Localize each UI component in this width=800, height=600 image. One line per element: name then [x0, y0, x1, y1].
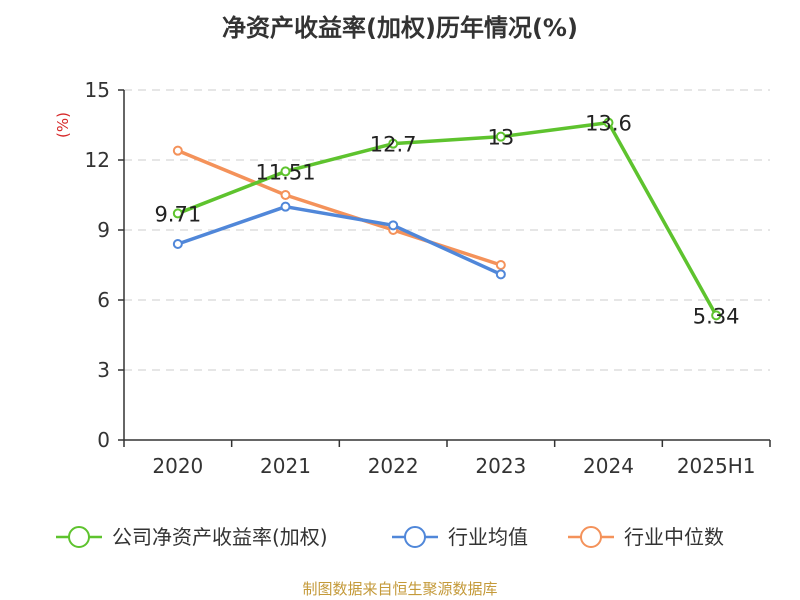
legend-item-1[interactable]: 行业均值: [392, 525, 528, 549]
series-line: [177, 149, 502, 267]
series-2: [172, 145, 506, 270]
data-label: 12.7: [370, 133, 417, 157]
data-point: [280, 190, 291, 200]
x-tick-label: 2020: [152, 454, 203, 478]
legend-item-2[interactable]: 行业中位数: [568, 525, 724, 549]
data-point: [603, 117, 614, 128]
y-tick-label: 15: [85, 78, 110, 102]
x-tick-label: 2022: [368, 454, 419, 478]
x-tick-label: 2025H1: [677, 454, 756, 478]
data-label-layer: 9.71 11.51 12.7 13 13.6 5.34: [154, 112, 739, 329]
y-axis-unit-label: (%): [54, 112, 72, 138]
data-point: [495, 131, 506, 142]
data-point: [172, 145, 183, 156]
legend-marker: [580, 526, 602, 548]
data-point: [711, 310, 722, 321]
data-label: 5.34: [693, 304, 740, 328]
legend-item-0[interactable]: 公司净资产收益率(加权): [56, 525, 328, 549]
legend-label: 行业中位数: [624, 525, 724, 549]
data-point: [388, 220, 399, 231]
data-point: [388, 138, 399, 149]
x-tick-label: 2023: [475, 454, 526, 478]
legend: 公司净资产收益率(加权) 行业均值 行业中位数: [56, 525, 724, 549]
data-point: [172, 239, 183, 249]
data-label: 11.51: [255, 160, 315, 184]
legend-label: 行业均值: [448, 525, 528, 549]
series-0: [172, 117, 722, 321]
legend-marker: [404, 526, 426, 548]
data-label: 9.71: [154, 202, 201, 226]
data-label: 13.6: [585, 112, 632, 136]
data-point: [280, 201, 291, 212]
x-tick-label: 2021: [260, 454, 311, 478]
axis-layer: 0 3 6 9 12 15 2020 2021 2022 2023 2024 2025H1: [85, 78, 771, 478]
y-tick-label: 12: [85, 148, 110, 172]
y-tick-label: 6: [97, 288, 110, 312]
grid-layer: [124, 89, 770, 371]
series-line: [177, 204, 502, 276]
series-layer: [172, 117, 722, 321]
y-tick-label: 0: [97, 428, 110, 452]
data-point: [495, 260, 506, 270]
y-tick-label: 9: [97, 218, 110, 242]
y-tick-label: 3: [97, 358, 110, 382]
data-point: [172, 208, 183, 219]
x-tick-label: 2024: [583, 454, 634, 478]
chart-title: 净资产收益率(加权)历年情况(%): [222, 14, 578, 42]
legend-label: 公司净资产收益率(加权): [112, 525, 328, 549]
data-point: [495, 269, 506, 280]
series-1: [172, 201, 506, 280]
source-note: 制图数据来自恒生聚源数据库: [302, 580, 497, 598]
series-line: [177, 120, 718, 317]
legend-marker: [68, 526, 90, 548]
data-label: 13: [487, 126, 514, 150]
data-point: [280, 166, 291, 177]
